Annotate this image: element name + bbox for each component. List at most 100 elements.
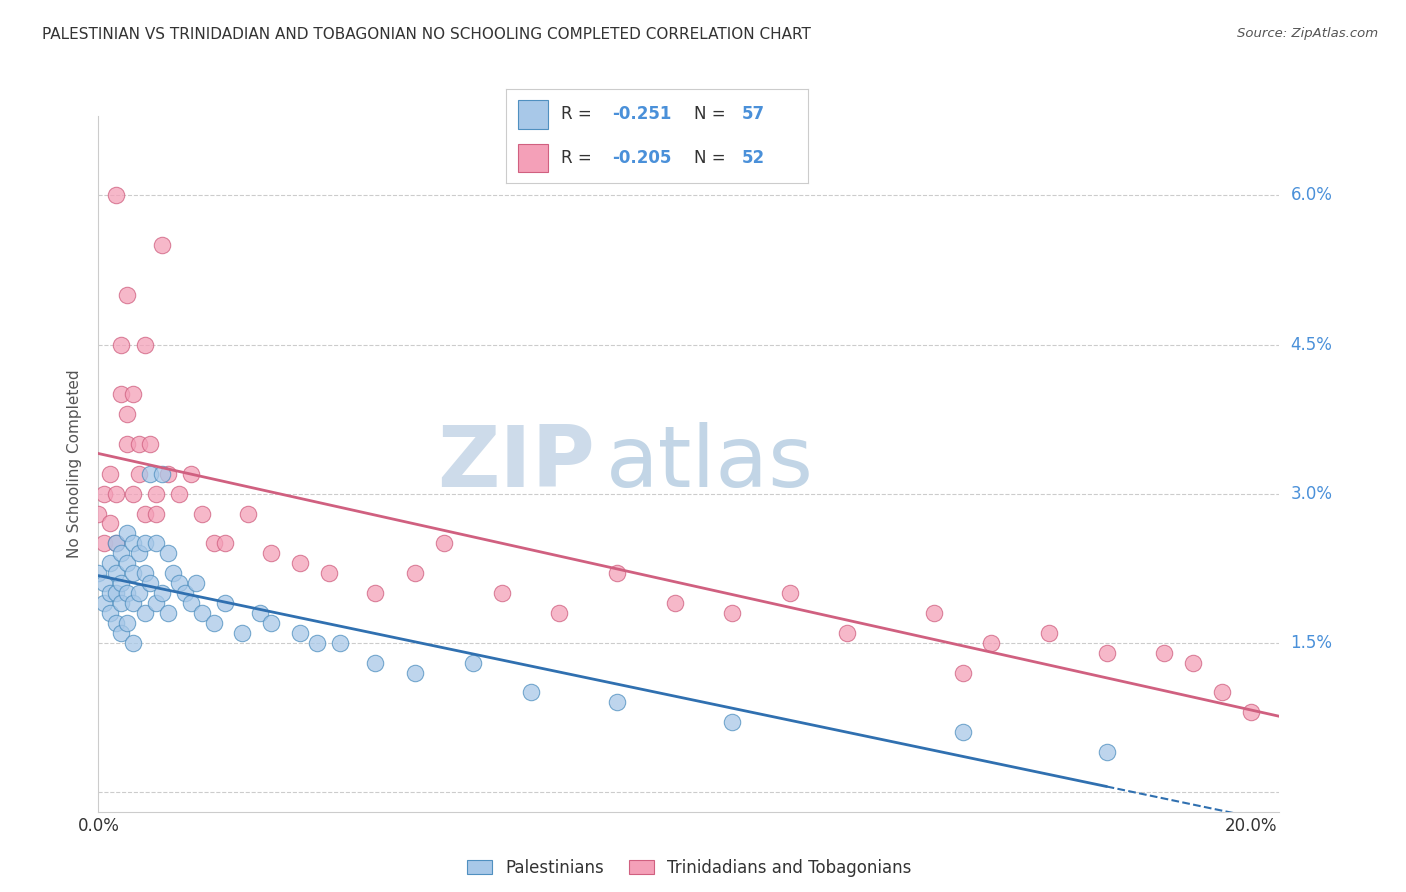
Text: 52: 52 xyxy=(742,149,765,167)
Point xyxy=(115,437,138,451)
Point xyxy=(128,586,150,600)
Point xyxy=(288,556,311,570)
Point xyxy=(231,625,253,640)
Text: -0.251: -0.251 xyxy=(612,105,671,123)
Point xyxy=(837,625,859,640)
Point xyxy=(952,665,974,680)
Text: N =: N = xyxy=(693,105,725,123)
Point xyxy=(104,536,127,550)
Point xyxy=(104,486,127,500)
Point xyxy=(98,556,121,570)
Point xyxy=(1095,745,1118,759)
Point xyxy=(122,566,145,581)
Point xyxy=(145,596,167,610)
Point xyxy=(214,536,236,550)
Point xyxy=(93,536,115,550)
Point xyxy=(318,566,340,581)
Point xyxy=(122,596,145,610)
Point xyxy=(115,407,138,421)
Point xyxy=(139,437,162,451)
Point xyxy=(134,606,156,620)
Point xyxy=(1038,625,1060,640)
Point xyxy=(191,606,214,620)
Text: 1.5%: 1.5% xyxy=(1291,633,1333,652)
Point xyxy=(145,486,167,500)
Point xyxy=(98,467,121,481)
Point xyxy=(364,656,387,670)
Point xyxy=(110,596,132,610)
Point xyxy=(115,556,138,570)
Legend: Palestinians, Trinidadians and Tobagonians: Palestinians, Trinidadians and Tobagonia… xyxy=(460,852,918,883)
Bar xyxy=(519,144,548,171)
Point xyxy=(461,656,484,670)
Point xyxy=(202,536,225,550)
Point xyxy=(93,486,115,500)
Point xyxy=(288,625,311,640)
Point xyxy=(139,467,162,481)
Point xyxy=(134,566,156,581)
Point xyxy=(134,507,156,521)
Point xyxy=(1095,646,1118,660)
Point xyxy=(98,606,121,620)
Point xyxy=(134,337,156,351)
Point xyxy=(202,615,225,630)
Point xyxy=(1182,656,1205,670)
Point xyxy=(122,536,145,550)
Point xyxy=(110,576,132,591)
Point xyxy=(260,615,283,630)
Point xyxy=(98,516,121,531)
Point xyxy=(329,636,352,650)
Point xyxy=(1240,706,1263,720)
Point xyxy=(186,576,208,591)
Point xyxy=(404,665,426,680)
Point xyxy=(110,387,132,401)
Point xyxy=(87,566,110,581)
Point xyxy=(664,596,686,610)
Y-axis label: No Schooling Completed: No Schooling Completed xyxy=(67,369,83,558)
Point xyxy=(98,586,121,600)
Point xyxy=(115,615,138,630)
Text: ZIP: ZIP xyxy=(437,422,595,506)
Point xyxy=(110,546,132,560)
Bar xyxy=(519,101,548,128)
Text: PALESTINIAN VS TRINIDADIAN AND TOBAGONIAN NO SCHOOLING COMPLETED CORRELATION CHA: PALESTINIAN VS TRINIDADIAN AND TOBAGONIA… xyxy=(42,27,811,42)
Point xyxy=(980,636,1002,650)
Text: Source: ZipAtlas.com: Source: ZipAtlas.com xyxy=(1237,27,1378,40)
Point xyxy=(606,695,628,709)
Point xyxy=(260,546,283,560)
Point xyxy=(238,507,260,521)
Point xyxy=(779,586,801,600)
Text: 57: 57 xyxy=(742,105,765,123)
Point xyxy=(1211,685,1233,699)
Point xyxy=(122,387,145,401)
Point xyxy=(93,576,115,591)
Point xyxy=(404,566,426,581)
Point xyxy=(162,566,184,581)
Point xyxy=(952,725,974,739)
Point xyxy=(606,566,628,581)
Point xyxy=(145,507,167,521)
Text: -0.205: -0.205 xyxy=(612,149,671,167)
Text: atlas: atlas xyxy=(606,422,814,506)
Point xyxy=(922,606,945,620)
Point xyxy=(134,536,156,550)
Point xyxy=(122,486,145,500)
Point xyxy=(180,467,202,481)
Point xyxy=(156,467,179,481)
Point xyxy=(1153,646,1175,660)
Point xyxy=(110,625,132,640)
Point xyxy=(433,536,456,550)
Point xyxy=(150,238,173,252)
Text: R =: R = xyxy=(561,105,592,123)
Point xyxy=(128,467,150,481)
Point xyxy=(115,586,138,600)
Text: 6.0%: 6.0% xyxy=(1291,186,1333,204)
Point xyxy=(150,467,173,481)
Point xyxy=(167,576,190,591)
Point xyxy=(128,437,150,451)
Point xyxy=(145,536,167,550)
Point xyxy=(122,636,145,650)
Point xyxy=(249,606,271,620)
Point xyxy=(519,685,541,699)
Point xyxy=(307,636,329,650)
